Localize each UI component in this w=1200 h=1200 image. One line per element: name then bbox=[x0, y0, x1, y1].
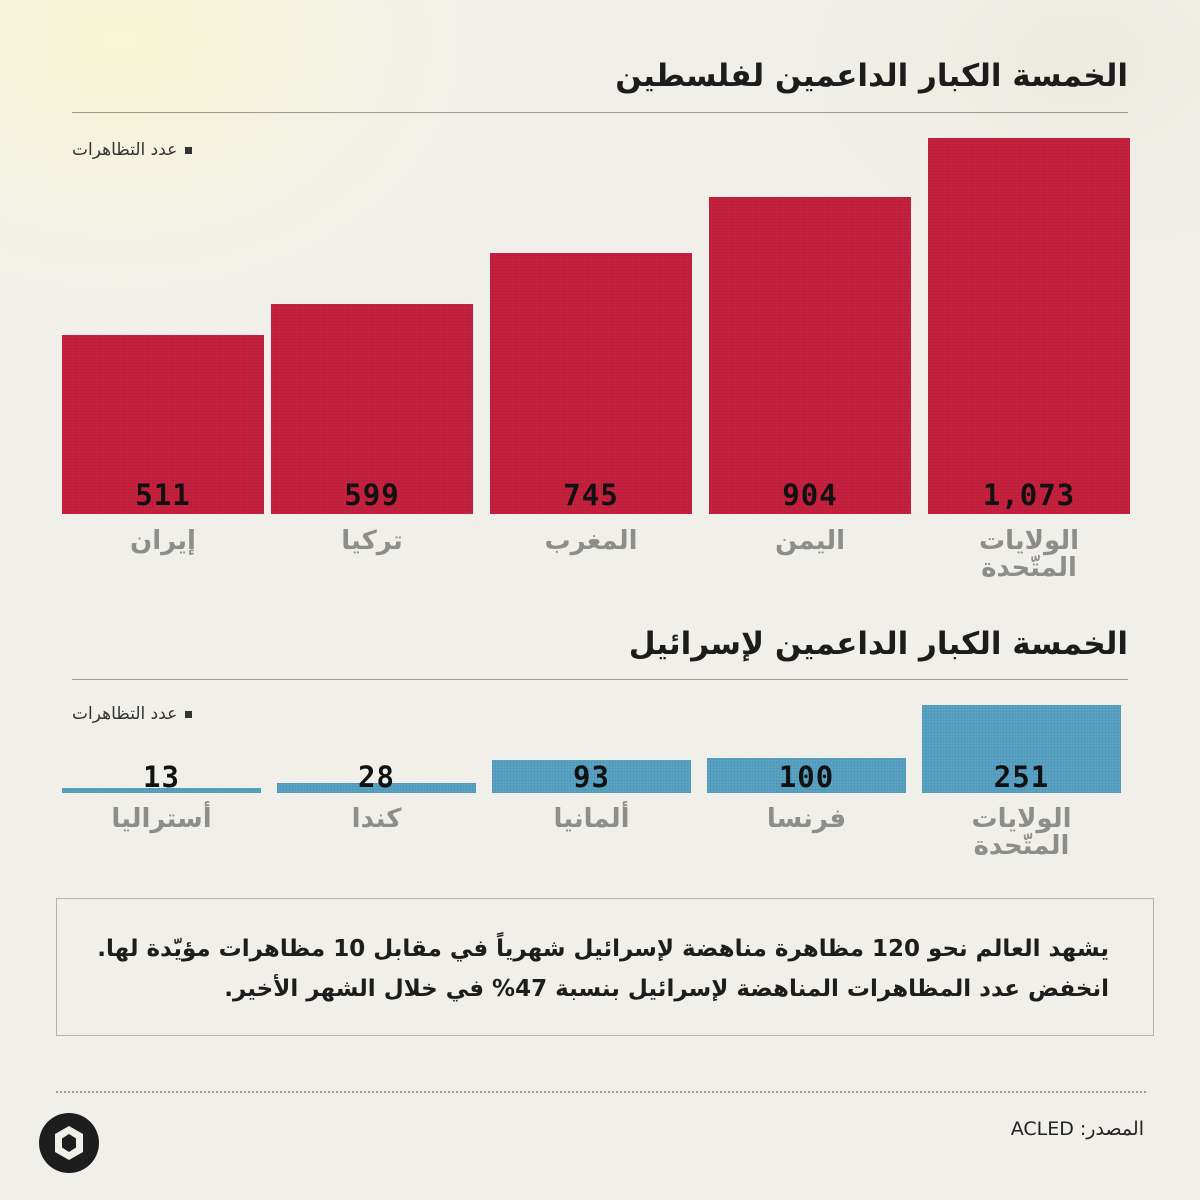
source-value: ACLED bbox=[1010, 1118, 1074, 1140]
bar-5 bbox=[62, 335, 264, 514]
category-label: ألمانيا bbox=[553, 804, 630, 834]
bar-2 bbox=[707, 758, 906, 793]
category-label: كندا bbox=[351, 804, 402, 834]
palestine-legend-label: عدد التظاهرات bbox=[72, 140, 178, 160]
israel-chart-title: الخمسة الكبار الداعمين لإسرائيل bbox=[628, 626, 1128, 662]
bar-value-label: 100 bbox=[778, 760, 835, 794]
category-label: الولايات المتّحدة bbox=[971, 804, 1072, 862]
bar-value-label: 13 bbox=[143, 760, 180, 794]
bar-value-label: 745 bbox=[563, 478, 619, 512]
source-credit: المصدر: ACLED bbox=[1011, 1118, 1144, 1140]
bar-5 bbox=[62, 788, 261, 793]
bar-value-label: 1,073 bbox=[982, 478, 1076, 512]
source-label: المصدر: bbox=[1079, 1118, 1144, 1140]
bar-2 bbox=[709, 197, 911, 514]
category-label: إيران bbox=[130, 526, 196, 556]
category-label: أستراليا bbox=[111, 804, 212, 834]
category-label: اليمن bbox=[774, 526, 846, 556]
israel-legend-label: عدد التظاهرات bbox=[72, 704, 178, 724]
israel-legend: عدد التظاهرات bbox=[72, 704, 193, 724]
palestine-title-rule bbox=[72, 112, 1128, 113]
bar-4 bbox=[271, 304, 473, 514]
category-label: الولايات المتّحدة bbox=[979, 526, 1079, 584]
summary-note: يشهد العالم نحو 120 مظاهرة مناهضة لإسرائ… bbox=[56, 898, 1154, 1036]
legend-square-icon bbox=[185, 146, 193, 154]
bar-4 bbox=[277, 783, 476, 793]
palestine-chart-title: الخمسة الكبار الداعمين لفلسطين bbox=[615, 58, 1128, 94]
bar-3 bbox=[492, 760, 691, 793]
bar-value-label: 93 bbox=[573, 760, 610, 794]
category-label: فرنسا bbox=[766, 804, 847, 834]
bar-3 bbox=[490, 253, 692, 514]
bar-value-label: 28 bbox=[358, 760, 395, 794]
note-line-1: يشهد العالم نحو 120 مظاهرة مناهضة لإسرائ… bbox=[97, 936, 1109, 962]
legend-square-icon bbox=[185, 710, 193, 718]
bar-value-label: 251 bbox=[993, 760, 1050, 794]
bar-1 bbox=[922, 705, 1121, 793]
bar-value-label: 599 bbox=[344, 478, 400, 512]
dotted-divider bbox=[56, 1091, 1146, 1093]
bar-1 bbox=[928, 138, 1130, 514]
israel-title-rule bbox=[72, 679, 1128, 680]
palestine-legend: عدد التظاهرات bbox=[72, 140, 193, 160]
bar-value-label: 904 bbox=[782, 478, 838, 512]
category-label: تركيا bbox=[341, 526, 403, 556]
category-label: المغرب bbox=[544, 526, 638, 556]
circle-diamond-logo-icon bbox=[39, 1113, 99, 1173]
note-line-2: انخفض عدد المظاهرات المناهضة لإسرائيل بن… bbox=[224, 976, 1109, 1002]
bar-value-label: 511 bbox=[135, 478, 191, 512]
